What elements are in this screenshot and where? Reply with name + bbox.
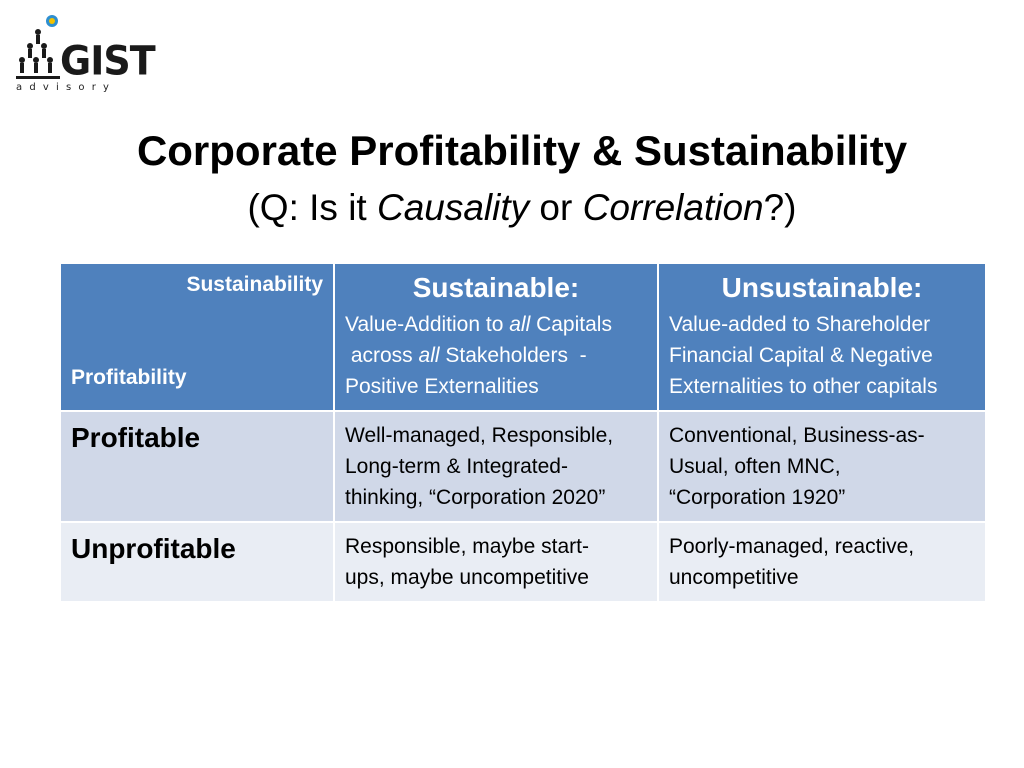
subtitle-close: ?): [763, 187, 797, 228]
subtitle-term-correlation: Correlation: [582, 187, 764, 228]
description-text: Value-Addition to: [345, 313, 510, 336]
people-pyramid-icon: [16, 15, 60, 79]
profitability-sustainability-matrix: Sustainability Profitability Sustainable…: [59, 262, 987, 603]
column-description: Value-Addition to all Capitals across al…: [345, 309, 647, 402]
logo-wordmark: GIST: [60, 37, 156, 85]
cell-line: Poorly-managed, reactive,: [669, 535, 915, 558]
cell-line: thinking, “Corporation 2020”: [345, 486, 606, 509]
cell-line: Responsible, maybe start-: [345, 535, 589, 558]
description-text: Stakeholders -: [439, 344, 587, 367]
gist-logo: GIST advisory: [14, 14, 156, 98]
description-text: Capitals: [530, 313, 612, 336]
column-title: Sustainable:: [412, 272, 580, 303]
description-line: Financial Capital & Negative: [669, 344, 933, 367]
description-text: across: [345, 344, 419, 367]
description-emphasis: all: [418, 344, 440, 367]
subtitle-term-causality: Causality: [376, 187, 530, 228]
matrix-header-row: Sustainability Profitability Sustainable…: [59, 262, 987, 412]
cell-line: Well-managed, Responsible,: [345, 424, 614, 447]
logo-tagline: advisory: [16, 82, 117, 93]
column-title: Unsustainable:: [721, 272, 923, 303]
matrix-corner-cell: Sustainability Profitability: [59, 262, 335, 412]
matrix-row-unprofitable: Unprofitable Responsible, maybe start- u…: [59, 521, 987, 603]
cell-line: uncompetitive: [669, 566, 799, 589]
cell-line: Usual, often MNC,: [669, 455, 841, 478]
description-text: Positive Externalities: [345, 375, 539, 398]
row-label: Profitable: [59, 410, 335, 523]
cell-line: Conventional, Business-as-: [669, 424, 925, 447]
column-header-unsustainable: Unsustainable: Value-added to Shareholde…: [657, 262, 987, 412]
cell-line: ups, maybe uncompetitive: [345, 566, 589, 589]
description-emphasis: all: [509, 313, 531, 336]
subtitle-joiner: or: [529, 187, 583, 228]
column-axis-label: Sustainability: [186, 273, 323, 296]
cell-profitable-sustainable: Well-managed, Responsible, Long-term & I…: [333, 410, 659, 523]
matrix-row-profitable: Profitable Well-managed, Responsible, Lo…: [59, 410, 987, 523]
cell-unprofitable-sustainable: Responsible, maybe start- ups, maybe unc…: [333, 521, 659, 603]
row-axis-label: Profitability: [71, 366, 187, 389]
row-label: Unprofitable: [59, 521, 335, 603]
cell-unprofitable-unsustainable: Poorly-managed, reactive, uncompetitive: [657, 521, 987, 603]
column-header-sustainable: Sustainable: Value-Addition to all Capit…: [333, 262, 659, 412]
cell-profitable-unsustainable: Conventional, Business-as- Usual, often …: [657, 410, 987, 523]
description-line: Value-added to Shareholder: [669, 313, 931, 336]
subtitle-open: (Q: Is it: [247, 187, 377, 228]
column-description: Value-added to Shareholder Financial Cap…: [669, 309, 975, 402]
cell-line: “Corporation 1920”: [669, 486, 846, 509]
slide-title: Corporate Profitability & Sustainability: [136, 127, 908, 174]
cell-line: Long-term & Integrated-: [345, 455, 568, 478]
slide-subtitle: (Q: Is it Causality or Correlation?): [0, 187, 1024, 229]
description-line: Externalities to other capitals: [669, 375, 938, 398]
